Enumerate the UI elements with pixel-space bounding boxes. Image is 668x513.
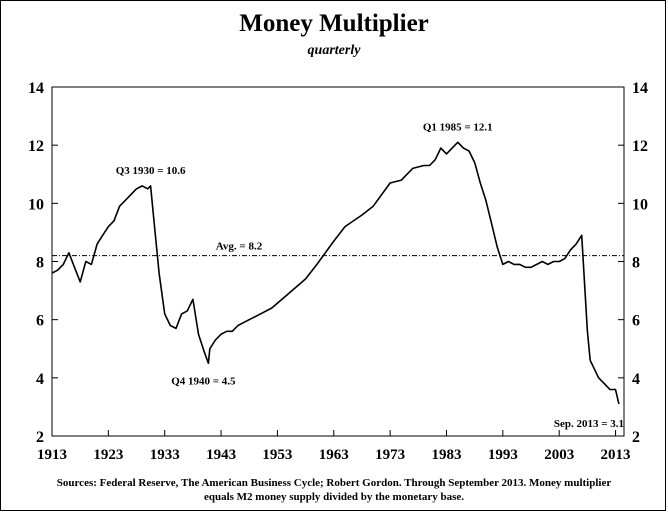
y-tick-label-left: 6 bbox=[36, 313, 44, 330]
annotations: Q3 1930 = 10.6 Q4 1940 = 4.5 Q1 1985 = 12.… bbox=[116, 121, 624, 430]
annotation-label: Q1 1985 = 12.1 bbox=[423, 121, 493, 133]
y-tick-label-right: 10 bbox=[632, 196, 648, 213]
average-group: Avg. = 8.2 bbox=[52, 241, 624, 257]
annotation-label: Sep. 2013 = 3.1 bbox=[554, 418, 624, 430]
y-tick-label-right: 4 bbox=[632, 371, 640, 388]
x-tick-label: 2003 bbox=[544, 447, 574, 463]
x-tick-label: 1943 bbox=[206, 447, 236, 463]
y-tick-label-right: 6 bbox=[632, 313, 640, 330]
chart-title: Money Multiplier bbox=[239, 10, 429, 37]
x-tick-label: 1923 bbox=[93, 447, 123, 463]
x-tick-label: 1973 bbox=[375, 447, 405, 463]
y-tick-label-right: 2 bbox=[632, 429, 640, 446]
y-tick-label-right: 12 bbox=[632, 138, 648, 155]
y-tick-label-left: 4 bbox=[36, 371, 44, 388]
x-tick-label: 1993 bbox=[488, 447, 518, 463]
y-tick-label-left: 2 bbox=[36, 429, 44, 446]
plot-area bbox=[51, 86, 625, 437]
y-tick-label-left: 14 bbox=[28, 80, 44, 97]
chart-subtitle: quarterly bbox=[307, 43, 361, 58]
y-axis-left: 2 4 6 8 10 12 14 bbox=[28, 80, 58, 446]
average-label: Avg. = 8.2 bbox=[216, 241, 263, 253]
series-line bbox=[51, 141, 620, 405]
annotation-label: Q3 1930 = 10.6 bbox=[116, 165, 186, 177]
source-line-1: Sources: Federal Reserve, The American B… bbox=[56, 477, 612, 489]
x-tick-label: 1933 bbox=[150, 447, 180, 463]
y-tick-label-left: 8 bbox=[36, 255, 44, 272]
x-tick-label: 1963 bbox=[319, 447, 349, 463]
x-tick-label: 2013 bbox=[601, 447, 631, 463]
y-tick-label-right: 14 bbox=[632, 80, 648, 97]
y-tick-label-left: 10 bbox=[28, 196, 44, 213]
source-line-2: equals M2 money supply divided by the mo… bbox=[203, 491, 465, 503]
x-axis: 1913 1923 1933 1943 1953 1963 1973 1983 1993 2003… bbox=[37, 430, 631, 463]
x-tick-label: 1983 bbox=[431, 447, 461, 463]
y-axis-right: 2 4 6 8 10 12 14 bbox=[618, 80, 648, 446]
source-note: Sources: Federal Reserve, The American B… bbox=[20, 476, 648, 504]
y-tick-label-left: 12 bbox=[28, 138, 44, 155]
x-tick-label: 1953 bbox=[262, 447, 292, 463]
x-tick-label: 1913 bbox=[37, 447, 67, 463]
y-tick-label-right: 8 bbox=[632, 255, 640, 272]
annotation-label: Q4 1940 = 4.5 bbox=[171, 375, 236, 387]
